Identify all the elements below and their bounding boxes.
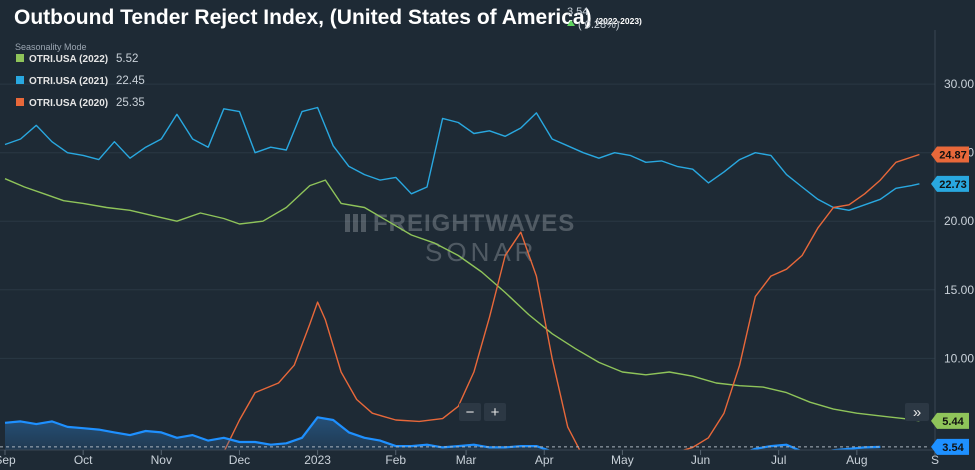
- series-area-current: [5, 417, 881, 450]
- legend-item-0[interactable]: OTRI.USA (2022) 5.52: [16, 53, 138, 65]
- grid-lines: [0, 83, 935, 359]
- badge-otri-usa-2022-2023-: 3.54: [931, 438, 969, 455]
- legend-value: 5.52: [116, 53, 138, 65]
- y-tick-30: 30.00: [944, 77, 974, 91]
- x-tick-oct: Oct: [74, 453, 93, 467]
- zoom-in-button[interactable]: +: [484, 403, 506, 421]
- legend-item-2[interactable]: OTRI.USA (2020) 25.35: [16, 97, 145, 109]
- zoom-out-label: −: [466, 404, 475, 421]
- y-tick-10: 10.00: [944, 351, 974, 365]
- series-line-otri-usa-2022-: [4, 178, 920, 422]
- x-tick-sep: Sep: [0, 453, 16, 467]
- y-tick-20: 20.00: [944, 214, 974, 228]
- legend-swatch: [16, 98, 24, 106]
- freightwaves-logo-icon: [345, 214, 366, 232]
- badge-value: 22.73: [939, 179, 967, 191]
- y-tick-15: 15.00: [944, 283, 974, 297]
- value-badges: 5.44 22.73 24.87 3.54: [931, 146, 969, 455]
- series-layer: [4, 106, 920, 450]
- series-line-otri-usa-2021-: [4, 106, 920, 211]
- legend-name: OTRI.USA (2022): [29, 54, 108, 65]
- chart-title-years: (2022-2023): [596, 16, 642, 26]
- legend-name: OTRI.USA (2021): [29, 76, 108, 87]
- x-tick-dec: Dec: [229, 453, 250, 467]
- zoom-out-button[interactable]: −: [459, 403, 481, 421]
- chart-title: Outbound Tender Reject Index, (United St…: [14, 6, 642, 29]
- badge-value: 3.54: [942, 442, 964, 454]
- scroll-right-label: »: [913, 404, 921, 421]
- seasonality-label: Seasonality Mode: [15, 42, 87, 52]
- x-tick-feb: Feb: [385, 453, 406, 467]
- series-line-otri-usa-2022-2023-: [4, 416, 881, 450]
- watermark-top: FREIGHTWAVES: [373, 210, 575, 237]
- x-axis-ticks: Sep Oct Nov Dec 2023 Feb Mar Apr May Jun Jul Aug S: [0, 450, 939, 467]
- x-tick-aug: Aug: [846, 453, 867, 467]
- x-tick-apr: Apr: [535, 453, 554, 467]
- change-text: ( 0.28%): [578, 19, 620, 31]
- x-tick-nov: Nov: [151, 453, 172, 467]
- legend-value: 22.45: [116, 75, 145, 87]
- legend-swatch: [16, 76, 24, 84]
- badge-value: 24.87: [939, 149, 967, 161]
- x-tick-jun: Jun: [691, 453, 710, 467]
- up-arrow-icon: [567, 20, 575, 26]
- current-value: 3.54: [567, 6, 588, 18]
- series-line-otri-usa-2020-: [224, 153, 920, 450]
- x-tick-mar: Mar: [456, 453, 477, 467]
- badge-otri-usa-2022-: 5.44: [931, 412, 969, 429]
- zoom-in-label: +: [491, 404, 500, 421]
- x-tick-jul: Jul: [771, 453, 786, 467]
- watermark-bottom: SONAR: [425, 237, 537, 267]
- badge-otri-usa-2020-: 24.87: [931, 146, 969, 163]
- scroll-right-button[interactable]: »: [905, 403, 929, 421]
- x-tick-may: May: [611, 453, 634, 467]
- legend-name: OTRI.USA (2020): [29, 98, 108, 109]
- x-tick-s: S: [931, 453, 939, 467]
- x-tick-2023: 2023: [304, 453, 331, 467]
- legend-swatch: [16, 54, 24, 62]
- badge-value: 5.44: [942, 416, 964, 428]
- badge-otri-usa-2021-: 22.73: [931, 175, 969, 192]
- chart-title-main: Outbound Tender Reject Index, (United St…: [14, 6, 592, 29]
- legend-item-1[interactable]: OTRI.USA (2021) 22.45: [16, 75, 145, 87]
- legend-value: 25.35: [116, 97, 145, 109]
